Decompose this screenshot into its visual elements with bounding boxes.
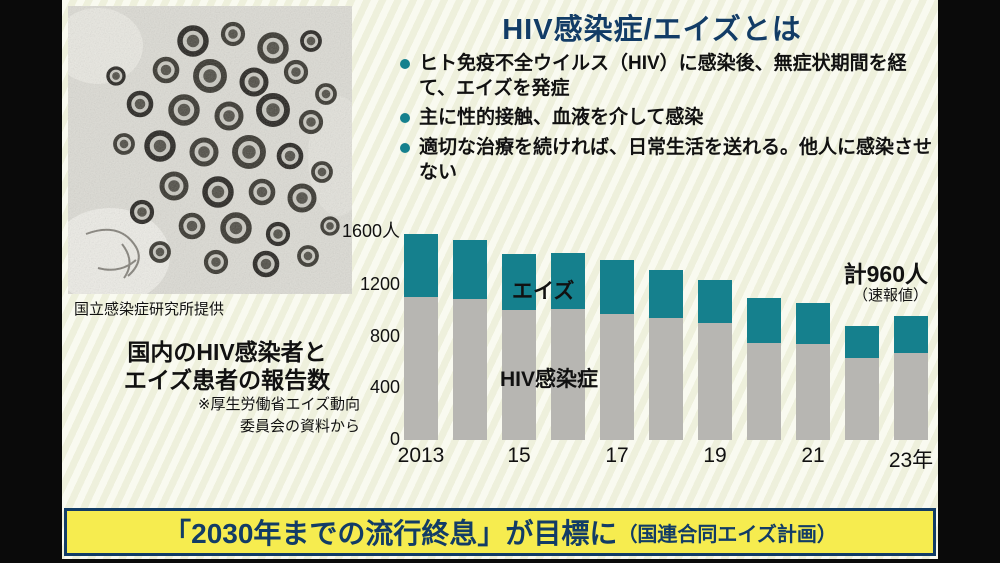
bullet-text: ヒト免疫不全ウイルス（HIV）に感染後、無症状期間を経て、エイズを発症 — [419, 53, 907, 99]
y-tick-label: 0 — [389, 429, 400, 449]
annotation-note: （速報値） — [852, 287, 928, 305]
goal-banner: 「2030年までの流行終息」が目標に （国連合同エイズ計画） — [64, 508, 936, 556]
chart-inner: 0 400 800 1200 1600人 2013 15 17 19 21 23年 エイズ HIV… — [342, 221, 933, 472]
bar-segment-aids — [404, 234, 438, 297]
bar-segment-hiv — [453, 298, 487, 440]
bar-2014 — [453, 233, 487, 440]
bar-segment-hiv — [796, 344, 830, 440]
x-tick-label: 15 — [507, 444, 531, 467]
bar-segment-hiv — [894, 353, 928, 440]
latest-total-annotation: 計960人 （速報値） — [844, 261, 928, 305]
bar-2018 — [649, 233, 683, 440]
x-tick-label: 19 — [703, 444, 727, 467]
source-note: ※厚生労働省エイズ動向 委員会の資料から — [102, 394, 360, 438]
photo-credit: 国立感染症研究所提供 — [74, 301, 225, 318]
series-label-aids: エイズ — [512, 280, 575, 303]
virus-micrograph — [68, 6, 352, 294]
y-tick-label: 1600人 — [341, 221, 400, 241]
bar-segment-hiv — [649, 318, 683, 440]
bar-2015: 15 — [502, 233, 536, 467]
chart-title: 国内のHIV感染者と エイズ患者の報告数 — [72, 338, 382, 394]
chart-y-axis: 0 400 800 1200 1600人 — [342, 221, 404, 449]
chart-title-line2: エイズ患者の報告数 — [123, 367, 331, 394]
x-tick-label: 21 — [801, 444, 825, 467]
bar-segment-aids — [747, 298, 781, 343]
bar-segment-aids — [600, 260, 634, 314]
bullet-item: 主に性的接触、血液を介して感染 — [400, 106, 932, 131]
bar-segment-hiv — [747, 343, 781, 440]
hiv-aids-chart: 0 400 800 1200 1600人 2013 15 17 19 21 23年 エイズ HIV… — [342, 221, 933, 472]
page-title: HIV感染症/エイズとは — [502, 14, 802, 46]
y-tick-label: 800 — [369, 325, 400, 346]
bar-segment-aids — [894, 315, 928, 354]
bar-segment-hiv — [698, 323, 732, 440]
bar-segment-hiv — [502, 309, 536, 440]
y-tick-label: 400 — [369, 377, 400, 398]
bar-2016 — [551, 233, 585, 440]
bullet-dot-icon — [400, 59, 410, 69]
chart-title-line1: 国内のHIV感染者と — [127, 339, 327, 365]
bar-segment-aids — [698, 280, 732, 324]
bullet-item: ヒト免疫不全ウイルス（HIV）に感染後、無症状期間を経て、エイズを発症 — [400, 52, 932, 101]
bullet-text: 適切な治療を続ければ、日常生活を送れる。他人に感染させない — [419, 137, 933, 183]
bar-2021: 21 — [796, 233, 830, 467]
bar-segment-hiv — [551, 309, 585, 440]
bullet-dot-icon — [400, 143, 410, 154]
bar-segment-aids — [649, 269, 683, 319]
annotation-total: 計960人 — [843, 261, 928, 287]
bar-2023: 23年 — [889, 233, 933, 472]
bar-segment-hiv — [845, 358, 879, 440]
bullet-item: 適切な治療を続ければ、日常生活を送れる。他人に感染させない — [400, 136, 932, 185]
bullet-text: 主に性的接触、血液を介して感染 — [419, 107, 704, 129]
x-tick-label: 17 — [605, 444, 629, 467]
bar-segment-aids — [551, 252, 585, 310]
bar-segment-hiv — [600, 313, 634, 440]
bullet-dot-icon — [400, 113, 410, 124]
goal-banner-main: 「2030年までの流行終息」が目標に — [163, 518, 618, 549]
bar-segment-aids — [453, 240, 487, 299]
x-tick-label: 23年 — [888, 449, 934, 472]
series-label-hiv: HIV感染症 — [500, 368, 599, 391]
bar-segment-aids — [796, 303, 830, 344]
bar-2022 — [845, 233, 879, 440]
bar-segment-aids — [502, 254, 536, 310]
bar-2017: 17 — [600, 233, 634, 467]
bullet-list: ヒト免疫不全ウイルス（HIV）に感染後、無症状期間を経て、エイズを発症主に性的接… — [400, 52, 932, 190]
chart-plot: 2013 15 17 19 21 23年 — [398, 233, 933, 472]
source-note-line2: 委員会の資料から — [239, 417, 360, 435]
bar-segment-aids — [845, 325, 879, 359]
chart-plot-area: 2013 15 17 19 21 23年 エイズ HIV感染症 計960人 （速報値） — [398, 233, 933, 472]
infographic-panel: 国立感染症研究所提供 国内のHIV感染者と エイズ患者の報告数 ※厚生労働省エイ… — [62, 0, 938, 559]
bar-2019: 19 — [698, 233, 732, 467]
x-tick-label: 2013 — [397, 444, 445, 467]
source-note-line1: ※厚生労働省エイズ動向 — [197, 396, 360, 413]
goal-banner-sub: （国連合同エイズ計画） — [617, 523, 837, 546]
bar-2020 — [747, 233, 781, 440]
bar-segment-hiv — [404, 296, 438, 440]
y-tick-label: 1200 — [359, 273, 400, 294]
bar-2013: 2013 — [398, 233, 444, 467]
virus-micrograph-svg — [68, 6, 352, 294]
